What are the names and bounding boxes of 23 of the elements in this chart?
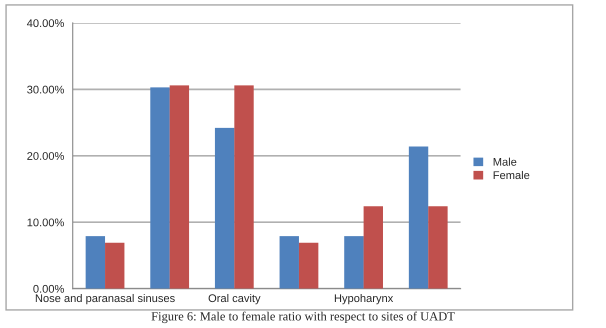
- bar: [86, 236, 106, 289]
- x-tick-label: Nose and paranasal sinuses: [36, 294, 175, 304]
- bar: [280, 236, 299, 289]
- y-tick-label: 0.00%: [33, 284, 64, 293]
- text: Figure 6: Male to female ratio with respect to sites of UADT: [151, 312, 455, 324]
- bar: [105, 242, 124, 289]
- legend-label: Female: [494, 170, 530, 180]
- bar: [150, 87, 170, 289]
- bar: [234, 85, 254, 289]
- y-tick-label: 40.00%: [26, 19, 64, 28]
- y-tick-label: 10.00%: [28, 218, 64, 226]
- y-tick-label: 20.00%: [27, 152, 64, 160]
- bar: [428, 206, 448, 289]
- bar: [344, 236, 364, 289]
- bar: [214, 128, 234, 289]
- bar: [408, 146, 428, 289]
- legend-label: Male: [494, 158, 516, 166]
- bar: [170, 85, 190, 289]
- y-tick-label: 30.00%: [27, 86, 64, 94]
- bar: [298, 242, 318, 289]
- bar: [364, 206, 383, 289]
- x-tick-label: Oral cavity: [208, 294, 261, 304]
- x-tick-label: Hypoharynx: [334, 294, 394, 304]
